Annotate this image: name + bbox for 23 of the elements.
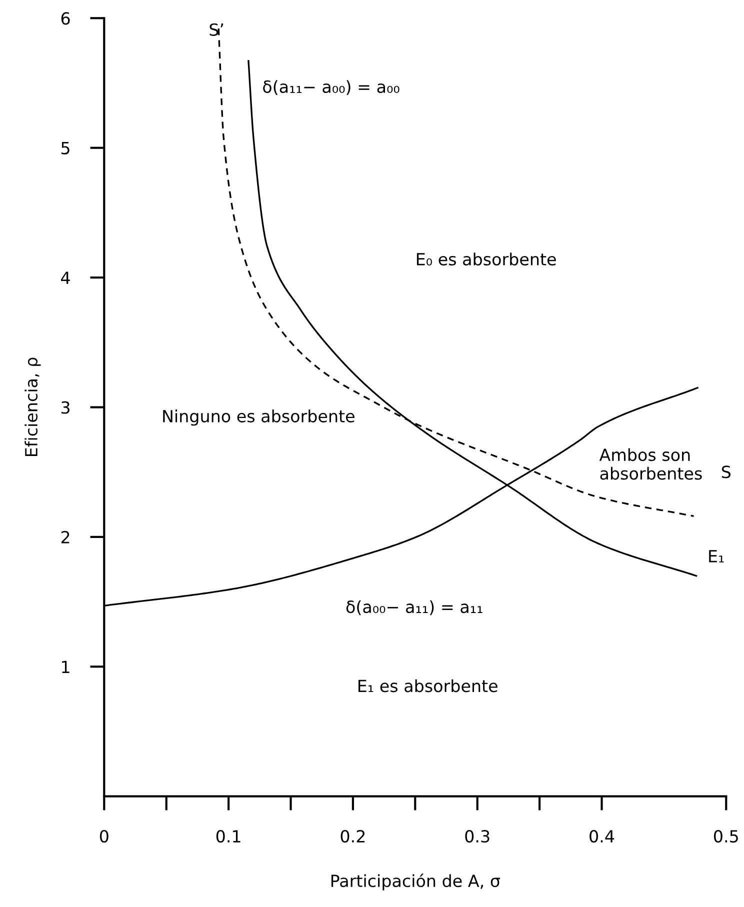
x-tick-label: 0.1 (216, 830, 240, 843)
x-tick-label: 0 (100, 830, 108, 843)
annotation: S’ (210, 23, 224, 36)
annotation: E₁ es absorbente (358, 679, 498, 692)
annotation: E₁ (709, 550, 724, 562)
x-axis-title: Participación de A, σ (331, 874, 500, 890)
y-tick-label: 4 (61, 272, 70, 284)
annotation: Ambos son absorbentes (599, 448, 702, 480)
annotation: Ninguno es absorbente (163, 410, 354, 426)
y-tick-label: 2 (61, 530, 70, 544)
x-tick-label: 0.3 (465, 830, 490, 843)
y-tick-label: 3 (61, 401, 70, 414)
x-tick-label: 0.4 (590, 830, 614, 843)
y-axis-title: Eficiencia, ρ (24, 358, 41, 456)
y-tick-label: 6 (61, 12, 70, 25)
annotation: δ(a₁₁− a₀₀) = a₀₀ (263, 80, 400, 95)
x-tick-label: 0.5 (714, 830, 738, 843)
annotation: E₀ es absorbente (416, 252, 556, 266)
annotation: S (722, 466, 731, 478)
x-tick-label: 0.2 (340, 830, 365, 843)
annotation: δ(a₀₀− a₁₁) = a₁₁ (346, 600, 482, 616)
y-tick-label: 1 (62, 660, 70, 673)
y-tick-label: 5 (62, 142, 70, 154)
